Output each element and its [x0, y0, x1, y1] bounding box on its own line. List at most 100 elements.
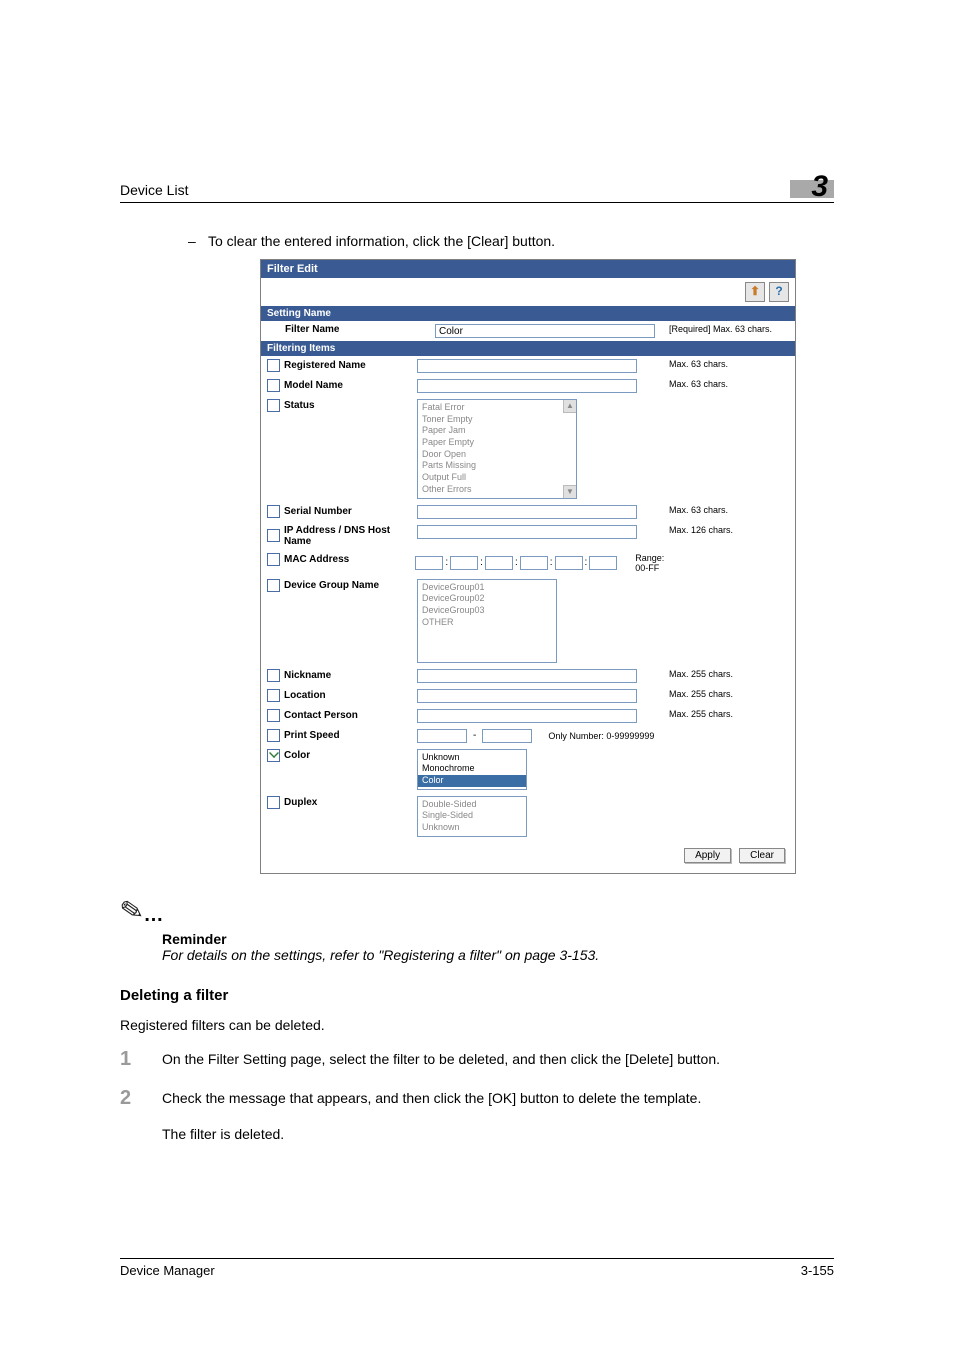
filter-edit-panel: Filter Edit ⬆ ? Setting Name Filter Name…	[260, 259, 796, 874]
mac-octet-input[interactable]	[589, 556, 617, 570]
duplex-label: Duplex	[284, 797, 317, 808]
section-filtering-items: Filtering Items	[261, 341, 795, 356]
status-option[interactable]: Parts Missing	[422, 460, 572, 472]
step-text: On the Filter Setting page, select the f…	[162, 1049, 834, 1069]
intro-bullet-text: To clear the entered information, click …	[208, 233, 555, 249]
up-icon[interactable]: ⬆	[745, 282, 765, 302]
scroll-down-icon[interactable]: ▼	[563, 485, 576, 498]
mac-range-label: Range: 00-FF	[635, 553, 664, 573]
location-hint: Max. 255 chars.	[663, 689, 789, 699]
duplex-listbox[interactable]: Double-Sided Single-Sided Unknown	[417, 796, 527, 837]
mac-octet-input[interactable]	[555, 556, 583, 570]
serial-number-label: Serial Number	[284, 506, 352, 517]
mac-label: MAC Address	[284, 554, 349, 565]
device-group-option[interactable]: OTHER	[422, 617, 552, 629]
status-option[interactable]: Paper Jam	[422, 425, 572, 437]
intro-bullet: –To clear the entered information, click…	[188, 233, 834, 249]
deleting-filter-heading: Deleting a filter	[120, 987, 834, 1004]
serial-number-hint: Max. 63 chars.	[663, 505, 789, 515]
contact-hint: Max. 255 chars.	[663, 709, 789, 719]
device-group-option[interactable]: DeviceGroup02	[422, 593, 552, 605]
status-option[interactable]: Paper Empty	[422, 437, 572, 449]
help-icon[interactable]: ?	[769, 282, 789, 302]
scroll-up-icon[interactable]: ▲	[563, 400, 576, 413]
nickname-hint: Max. 255 chars.	[663, 669, 789, 679]
ip-dns-input[interactable]	[417, 525, 637, 539]
model-name-hint: Max. 63 chars.	[663, 379, 789, 389]
ellipsis-icon: …	[143, 904, 165, 926]
status-option[interactable]: Output Full	[422, 472, 572, 484]
print-speed-from-input[interactable]	[417, 729, 467, 743]
reminder-label: Reminder	[162, 931, 834, 947]
duplex-option[interactable]: Unknown	[422, 822, 522, 834]
device-group-listbox[interactable]: DeviceGroup01 DeviceGroup02 DeviceGroup0…	[417, 579, 557, 663]
registered-name-hint: Max. 63 chars.	[663, 359, 789, 369]
color-label: Color	[284, 750, 310, 761]
mac-input-group: : : : : :	[415, 556, 617, 570]
step-number: 2	[120, 1088, 162, 1108]
contact-checkbox[interactable]	[267, 709, 280, 722]
color-listbox[interactable]: Unknown Monochrome Color	[417, 749, 527, 790]
registered-name-label: Registered Name	[284, 360, 366, 371]
contact-label: Contact Person	[284, 710, 358, 721]
print-speed-sep: -	[473, 730, 476, 741]
page-header-title: Device List	[120, 182, 188, 198]
registered-name-input[interactable]	[417, 359, 637, 373]
color-option[interactable]: Monochrome	[422, 763, 522, 775]
print-speed-checkbox[interactable]	[267, 729, 280, 742]
serial-number-input[interactable]	[417, 505, 637, 519]
device-group-label: Device Group Name	[284, 580, 379, 591]
color-option[interactable]: Unknown	[422, 752, 522, 764]
footer-right: 3-155	[801, 1263, 834, 1278]
ip-dns-label: IP Address / DNS Host Name	[284, 525, 417, 547]
mac-octet-input[interactable]	[485, 556, 513, 570]
status-checkbox[interactable]	[267, 399, 280, 412]
filter-name-input[interactable]	[435, 324, 655, 338]
mac-checkbox[interactable]	[267, 553, 280, 566]
mac-octet-input[interactable]	[450, 556, 478, 570]
status-option[interactable]: Fatal Error	[422, 402, 572, 414]
mac-octet-input[interactable]	[415, 556, 443, 570]
location-label: Location	[284, 690, 326, 701]
ip-dns-checkbox[interactable]	[267, 529, 280, 542]
registered-name-checkbox[interactable]	[267, 359, 280, 372]
duplex-checkbox[interactable]	[267, 796, 280, 809]
chapter-badge: 3	[790, 180, 834, 198]
step-number: 1	[120, 1049, 162, 1069]
footer-left: Device Manager	[120, 1263, 215, 1278]
print-speed-to-input[interactable]	[482, 729, 532, 743]
step-sub-text: The filter is deleted.	[162, 1126, 834, 1142]
status-option[interactable]: Other Errors	[422, 484, 572, 496]
status-listbox[interactable]: ▲ Fatal Error Toner Empty Paper Jam Pape…	[417, 399, 577, 499]
chapter-number: 3	[811, 170, 828, 204]
device-group-checkbox[interactable]	[267, 579, 280, 592]
nickname-input[interactable]	[417, 669, 637, 683]
duplex-option[interactable]: Single-Sided	[422, 810, 522, 822]
apply-button[interactable]: Apply	[684, 848, 731, 863]
mac-octet-input[interactable]	[520, 556, 548, 570]
model-name-checkbox[interactable]	[267, 379, 280, 392]
location-input[interactable]	[417, 689, 637, 703]
device-group-option[interactable]: DeviceGroup01	[422, 582, 552, 594]
filter-name-hint: [Required] Max. 63 chars.	[663, 324, 789, 334]
color-option-selected[interactable]: Color	[418, 775, 526, 787]
clear-button[interactable]: Clear	[739, 848, 785, 863]
pencil-icon: ✎	[117, 892, 146, 929]
contact-input[interactable]	[417, 709, 637, 723]
color-checkbox[interactable]	[267, 749, 280, 762]
location-checkbox[interactable]	[267, 689, 280, 702]
status-option[interactable]: Door Open	[422, 449, 572, 461]
status-option[interactable]: Toner Empty	[422, 414, 572, 426]
model-name-input[interactable]	[417, 379, 637, 393]
section-setting-name: Setting Name	[261, 306, 795, 321]
print-speed-only-label: Only Number: 0-99999999	[548, 731, 654, 741]
reminder-text: For details on the settings, refer to "R…	[162, 947, 834, 963]
ip-dns-hint: Max. 126 chars.	[663, 525, 789, 535]
deleting-filter-intro: Registered filters can be deleted.	[120, 1016, 834, 1036]
panel-title: Filter Edit	[261, 260, 795, 278]
device-group-option[interactable]: DeviceGroup03	[422, 605, 552, 617]
duplex-option[interactable]: Double-Sided	[422, 799, 522, 811]
status-label: Status	[284, 400, 315, 411]
serial-number-checkbox[interactable]	[267, 505, 280, 518]
nickname-checkbox[interactable]	[267, 669, 280, 682]
